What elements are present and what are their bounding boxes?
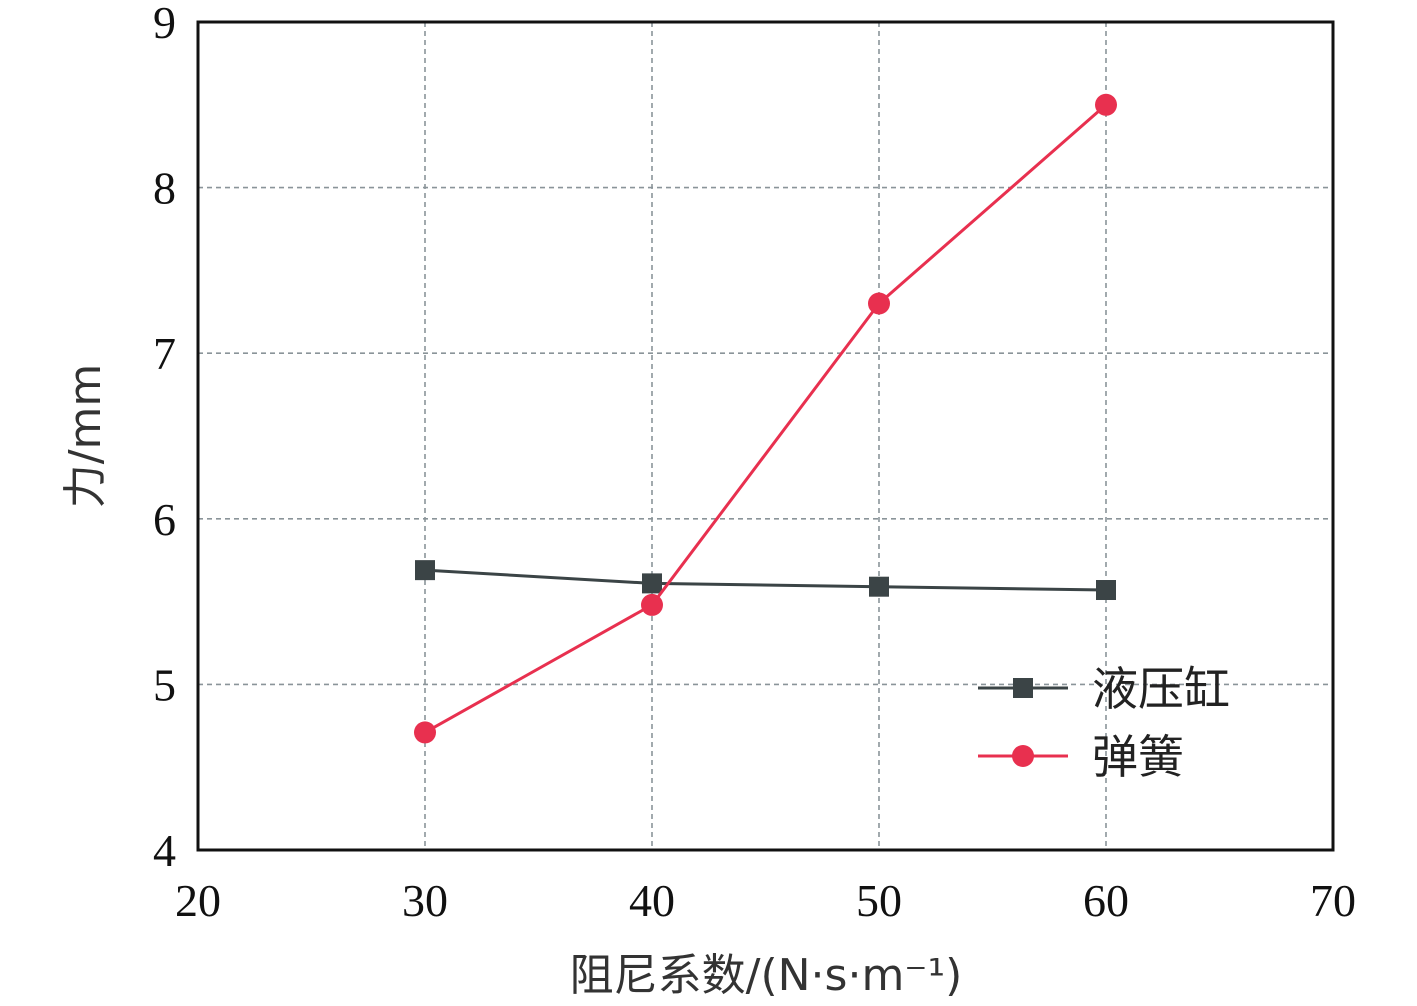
x-tick-label: 40 — [629, 875, 675, 926]
y-tick-label: 8 — [153, 163, 176, 214]
y-tick-label: 7 — [153, 328, 176, 379]
grid — [198, 22, 1333, 850]
series-2-point — [868, 292, 890, 315]
y-tick-label: 5 — [153, 659, 176, 710]
x-tick-label: 70 — [1310, 875, 1356, 926]
series-line-1 — [424, 568, 1107, 592]
series-1-point — [1096, 580, 1116, 601]
x-tick-label: 50 — [856, 875, 902, 926]
x-tick-label: 30 — [402, 875, 448, 926]
x-tick-label: 20 — [175, 875, 221, 926]
series-2-point — [1095, 93, 1117, 116]
series-2-point — [641, 593, 663, 616]
legend-label-1: 液压缸 — [1092, 662, 1230, 716]
plot-frame — [196, 20, 1335, 852]
legend-marker-1 — [1013, 678, 1033, 698]
x-axis-title: 阻尼系数/(N·s·m⁻¹) — [570, 950, 963, 1001]
legend-label-2: 弹簧 — [1092, 730, 1184, 784]
series-2-point — [414, 721, 436, 744]
x-tick-label: 60 — [1083, 875, 1129, 926]
series-1-point — [415, 560, 435, 581]
y-tick-label: 6 — [153, 494, 176, 545]
legend-marker-2 — [1012, 745, 1034, 767]
series-line-2 — [424, 103, 1107, 734]
y-tick-label: 9 — [153, 0, 176, 48]
tick-labels: 20 30 40 50 60 70 4 5 6 7 8 9 — [153, 0, 1356, 926]
series-1-point — [642, 573, 662, 594]
series-layer — [414, 93, 1117, 744]
y-tick-label: 4 — [153, 825, 176, 876]
series-1-point — [869, 576, 889, 597]
y-axis-title: 力/mm — [60, 364, 111, 509]
